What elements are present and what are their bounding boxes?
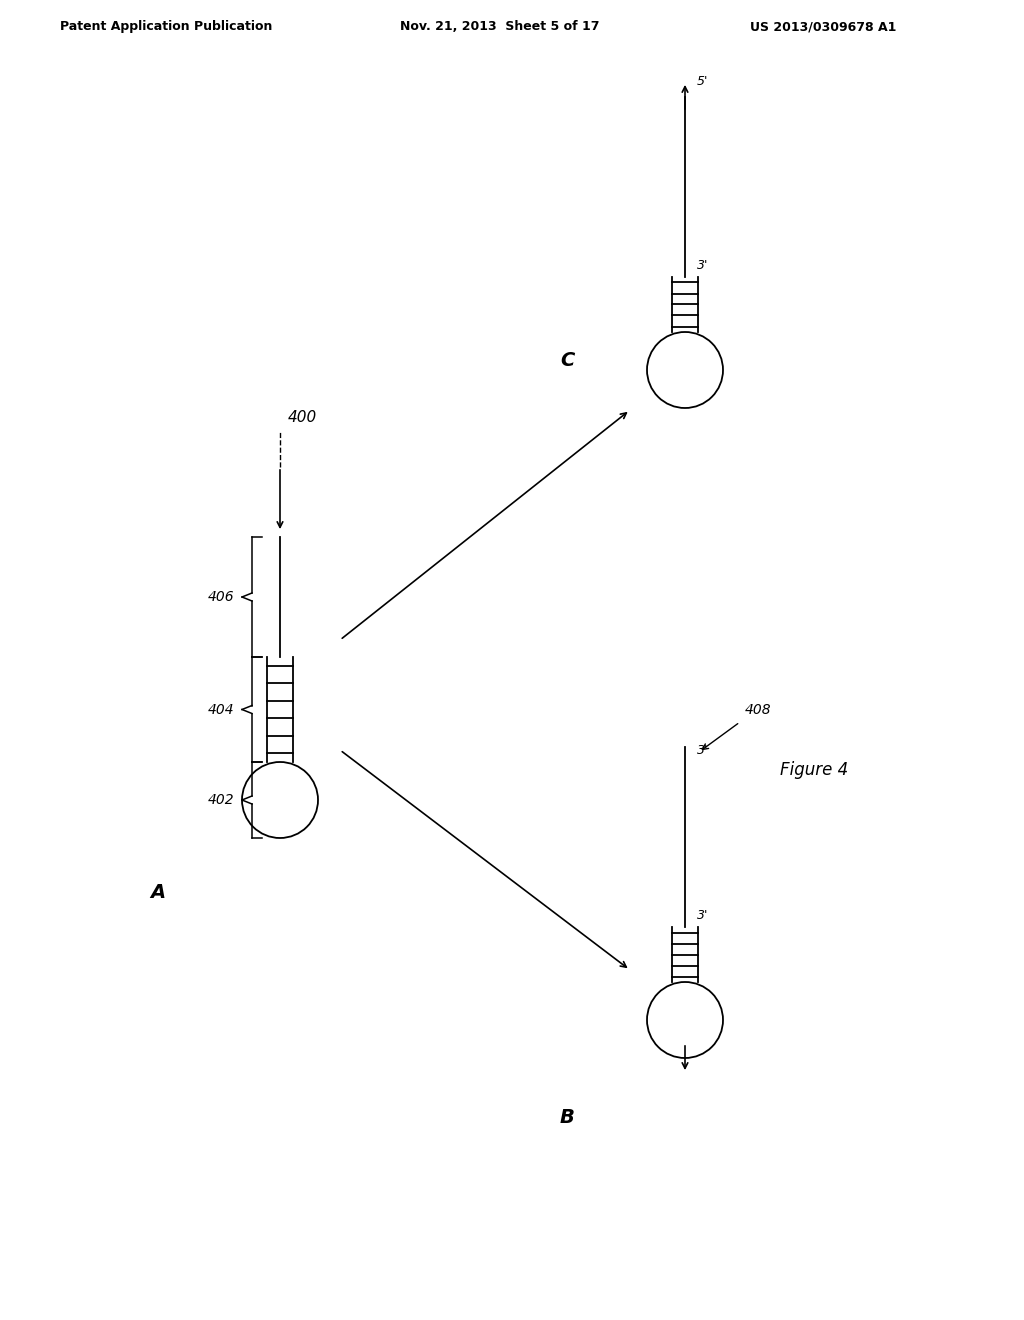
Text: 406: 406 <box>208 590 234 605</box>
Text: C: C <box>560 351 574 370</box>
Text: US 2013/0309678 A1: US 2013/0309678 A1 <box>750 20 896 33</box>
Text: 3': 3' <box>697 744 709 756</box>
Text: A: A <box>150 883 165 902</box>
Text: 402: 402 <box>208 793 234 807</box>
Text: B: B <box>560 1107 574 1127</box>
Text: Nov. 21, 2013  Sheet 5 of 17: Nov. 21, 2013 Sheet 5 of 17 <box>400 20 599 33</box>
Text: Figure 4: Figure 4 <box>780 762 848 779</box>
Text: 404: 404 <box>208 702 234 717</box>
Text: Patent Application Publication: Patent Application Publication <box>60 20 272 33</box>
Text: 3': 3' <box>697 909 709 921</box>
Text: 5': 5' <box>697 75 709 88</box>
Text: 408: 408 <box>745 704 772 717</box>
Text: 400: 400 <box>288 411 317 425</box>
Text: 3': 3' <box>697 259 709 272</box>
